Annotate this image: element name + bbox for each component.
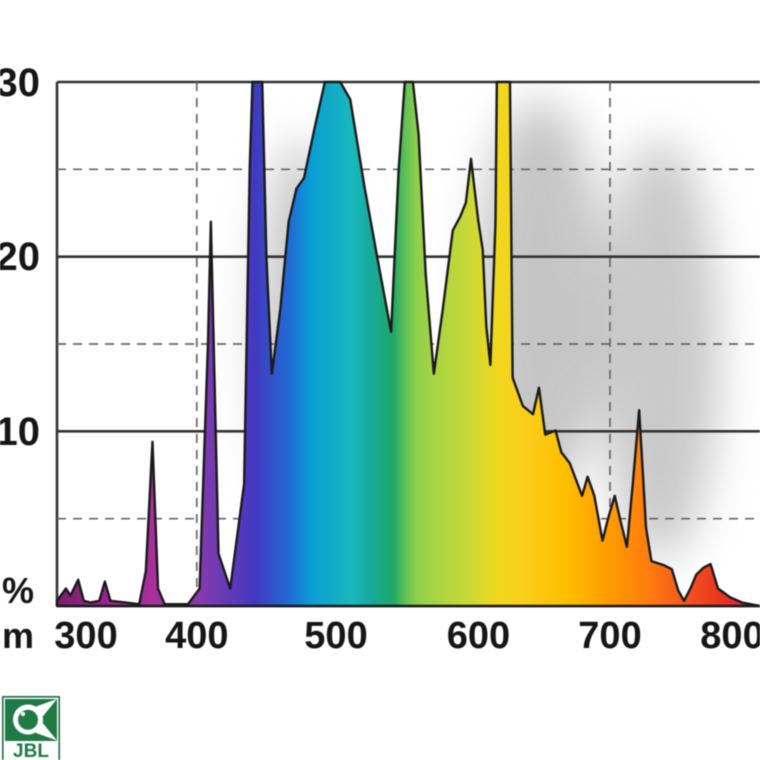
- svg-text:20: 20: [0, 235, 40, 279]
- svg-text:30: 30: [0, 61, 40, 105]
- svg-text:10: 10: [0, 410, 40, 454]
- svg-text:400: 400: [165, 615, 228, 657]
- svg-text:700: 700: [578, 615, 641, 657]
- svg-text:%: %: [2, 570, 34, 611]
- svg-text:800: 800: [700, 615, 760, 657]
- svg-text:300: 300: [54, 615, 117, 657]
- svg-text:nm: nm: [0, 615, 34, 656]
- svg-text:600: 600: [447, 615, 510, 657]
- svg-text:500: 500: [304, 615, 367, 657]
- svg-text:JBL: JBL: [13, 741, 49, 760]
